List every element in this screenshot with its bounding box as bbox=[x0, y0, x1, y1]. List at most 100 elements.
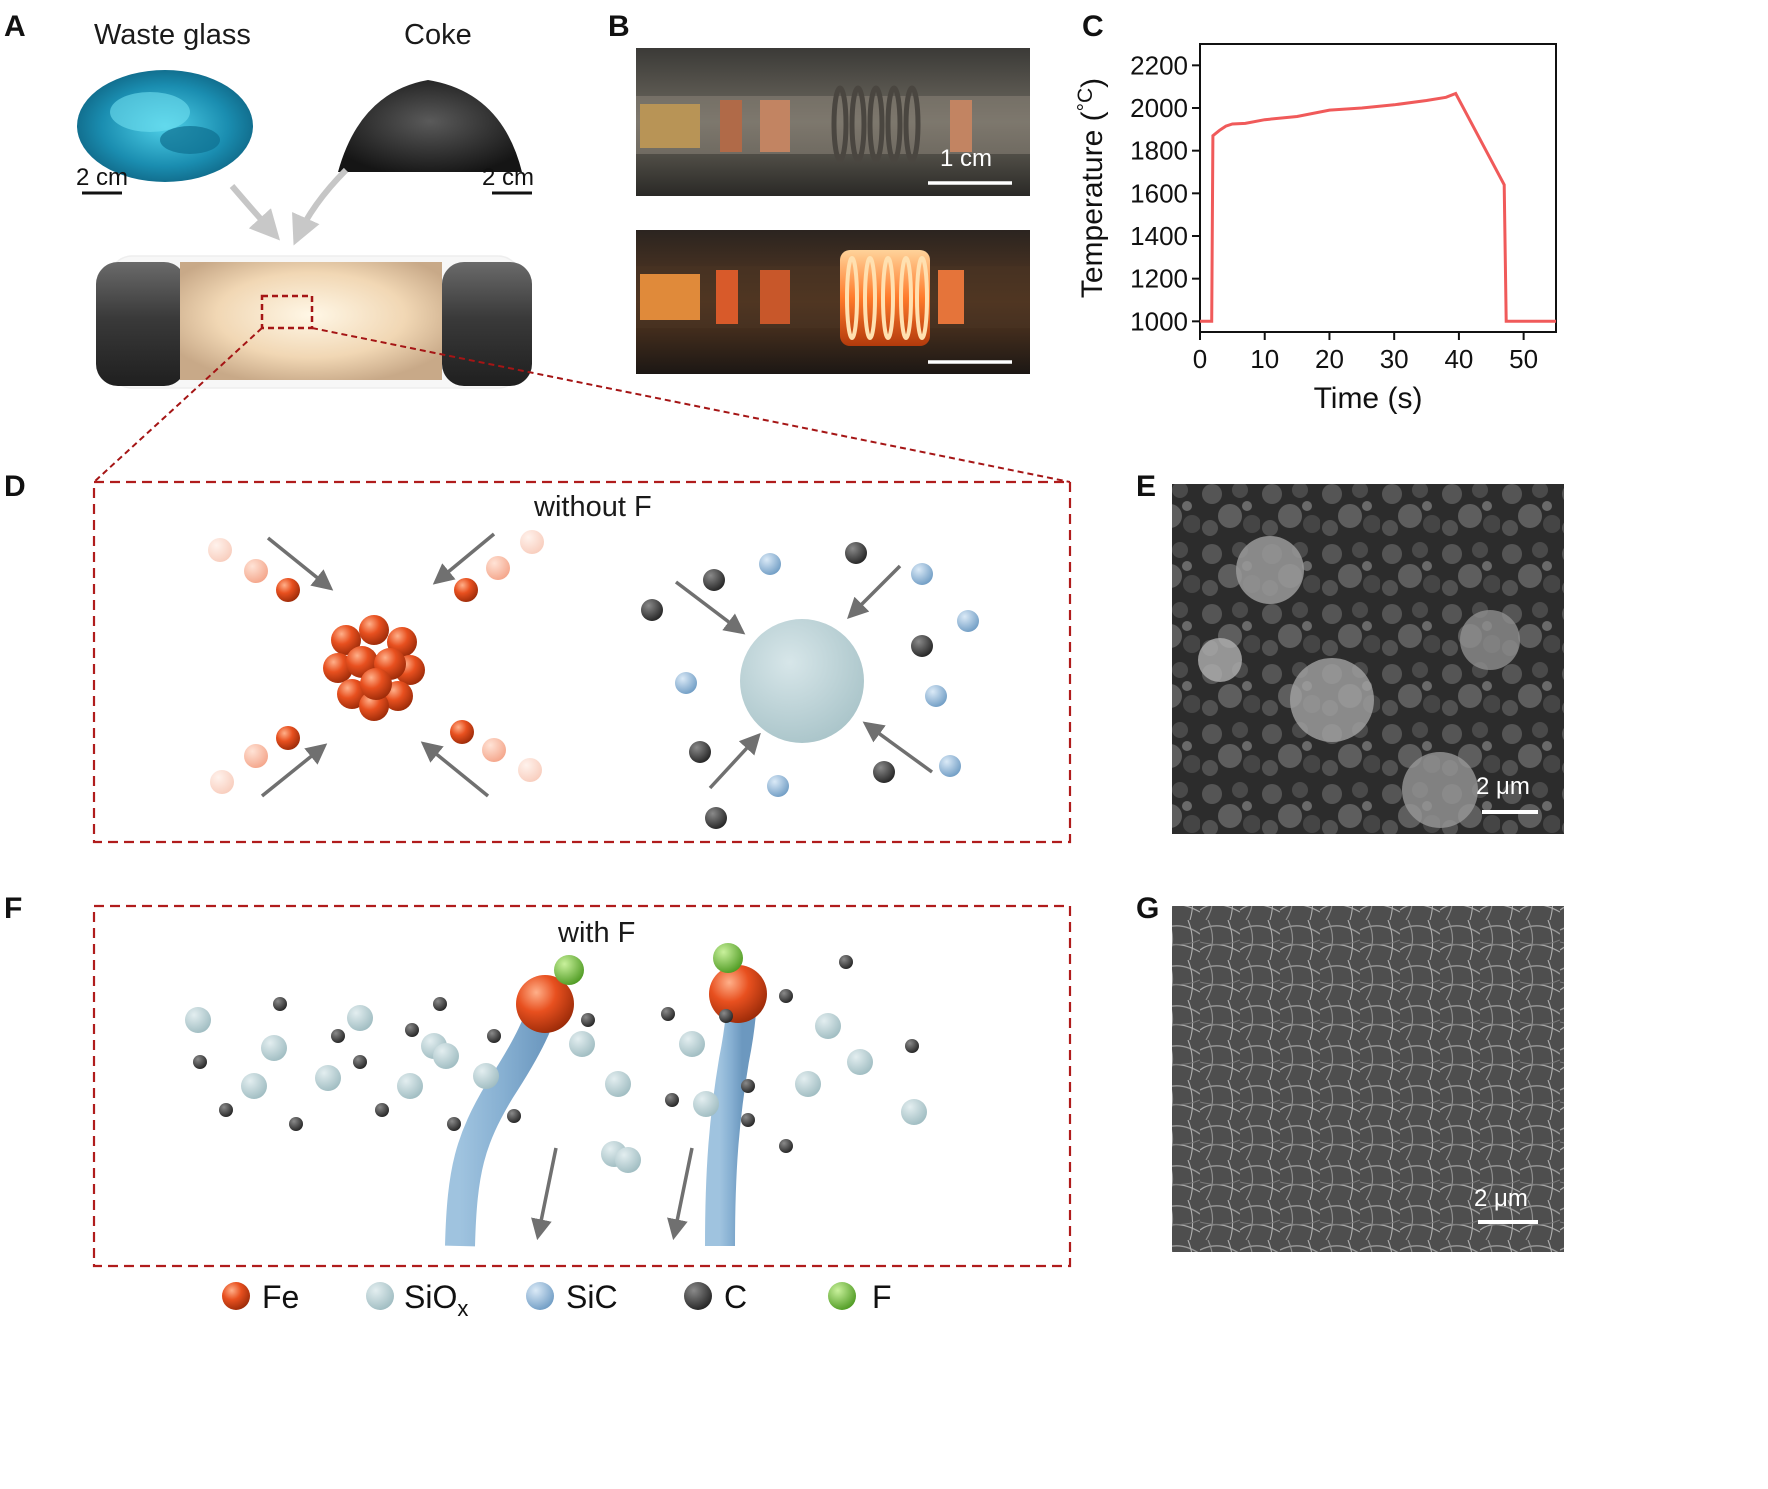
scale-label-b: 1 cm bbox=[940, 145, 992, 172]
fe-atom bbox=[276, 726, 300, 750]
legend-item-f: F bbox=[828, 1279, 892, 1315]
arrow bbox=[667, 1147, 694, 1241]
y-tick-label: 2000 bbox=[1130, 93, 1188, 123]
x-tick-label: 20 bbox=[1315, 344, 1344, 374]
svg-text:SiOx: SiOx bbox=[404, 1279, 468, 1321]
arrow bbox=[674, 580, 746, 635]
fe-atom bbox=[276, 578, 300, 602]
chart-axes-frame bbox=[1199, 43, 1557, 333]
x-tick-label: 40 bbox=[1444, 344, 1473, 374]
sem-image-g: 2 μm bbox=[1172, 906, 1564, 1252]
fe-atom bbox=[244, 559, 268, 583]
fe-catalyst bbox=[709, 965, 767, 1023]
arrow bbox=[862, 721, 934, 774]
sem-image-e: 2 μm bbox=[1172, 484, 1564, 834]
svg-text:F: F bbox=[872, 1279, 892, 1315]
fe-cluster bbox=[323, 615, 425, 721]
siox-particle bbox=[740, 619, 864, 743]
fe-atom bbox=[210, 770, 234, 794]
arrow bbox=[266, 536, 334, 591]
sic-nanowire bbox=[445, 996, 560, 1247]
panel-d-box bbox=[92, 480, 1072, 844]
svg-text:2 cm: 2 cm bbox=[76, 164, 128, 191]
fe-atom bbox=[518, 758, 542, 782]
arrow bbox=[531, 1147, 558, 1241]
sic-atom bbox=[925, 685, 947, 707]
carbon-atoms bbox=[193, 955, 919, 1153]
legend: Fe SiOx SiC C F bbox=[222, 1279, 892, 1321]
c-atom bbox=[873, 761, 895, 783]
scale-bar-a-right: 2 cm bbox=[482, 164, 534, 195]
fe-atom bbox=[520, 530, 544, 554]
fe-atom bbox=[450, 720, 474, 744]
reaction-tube bbox=[96, 255, 532, 389]
x-tick-label: 50 bbox=[1509, 344, 1538, 374]
c-atom bbox=[845, 542, 867, 564]
c-atom bbox=[705, 807, 727, 829]
sic-atom bbox=[939, 755, 961, 777]
scale-bar-a-left: 2 cm bbox=[76, 164, 128, 195]
fe-atom bbox=[482, 738, 506, 762]
arrow bbox=[847, 564, 902, 619]
sic-atom bbox=[675, 672, 697, 694]
fe-catalyst bbox=[516, 975, 574, 1033]
legend-item-sic: SiC bbox=[526, 1279, 618, 1315]
temperature-series-line bbox=[1200, 91, 1556, 323]
f-atom bbox=[713, 943, 743, 973]
sic-atom bbox=[911, 563, 933, 585]
sic-atom bbox=[957, 610, 979, 632]
arrow bbox=[260, 743, 328, 798]
c-atom bbox=[641, 599, 663, 621]
waste-glass-label: Waste glass bbox=[94, 19, 251, 51]
x-tick-label: 30 bbox=[1380, 344, 1409, 374]
svg-text:2 cm: 2 cm bbox=[482, 164, 534, 191]
sic-atom bbox=[759, 553, 781, 575]
sic-swatch bbox=[526, 1282, 554, 1310]
photo-b-top: 1 cm bbox=[636, 48, 1030, 196]
fe-cluster-scene bbox=[208, 530, 544, 798]
temperature-chart: 0 10 20 30 40 501000120014001600180020002200 … bbox=[1074, 43, 1557, 415]
c-atom bbox=[703, 569, 725, 591]
panel-label-d: D bbox=[4, 470, 26, 503]
panel-label-c: C bbox=[1082, 10, 1104, 43]
panel-label-b: B bbox=[608, 10, 630, 43]
coke-label: Coke bbox=[404, 19, 472, 51]
siox-particles bbox=[185, 1005, 927, 1173]
waste-glass-photo bbox=[72, 62, 253, 200]
y-tick-label: 1000 bbox=[1130, 306, 1188, 336]
sic-atom bbox=[767, 775, 789, 797]
panel-f-box bbox=[92, 904, 1072, 1268]
without-f-caption: without F bbox=[533, 491, 652, 523]
zoom-lines bbox=[93, 327, 1071, 483]
y-tick-label: 2200 bbox=[1130, 50, 1188, 80]
fe-atom bbox=[244, 744, 268, 768]
y-axis-label: Temperature (°C) bbox=[1074, 78, 1109, 298]
fe-atom bbox=[486, 556, 510, 580]
siox-sphere-scene bbox=[641, 542, 979, 829]
nanowire-growth-scene bbox=[185, 943, 927, 1247]
fe-atom bbox=[454, 578, 478, 602]
with-f-caption: with F bbox=[557, 917, 635, 949]
y-tick-label: 1800 bbox=[1130, 136, 1188, 166]
x-axis-label: Time (s) bbox=[1314, 382, 1423, 415]
mixing-arrows bbox=[229, 167, 349, 246]
fe-swatch bbox=[222, 1282, 250, 1310]
c-swatch bbox=[684, 1282, 712, 1310]
scale-label-g: 2 μm bbox=[1474, 1185, 1528, 1212]
svg-text:Fe: Fe bbox=[262, 1279, 299, 1315]
arrow bbox=[420, 741, 490, 798]
f-atom bbox=[554, 955, 584, 985]
siox-swatch bbox=[366, 1282, 394, 1310]
coke-photo bbox=[338, 80, 522, 172]
panel-label-a: A bbox=[4, 10, 26, 43]
legend-item-fe: Fe bbox=[222, 1279, 299, 1315]
f-swatch bbox=[828, 1282, 856, 1310]
legend-item-siox: SiOx bbox=[366, 1279, 468, 1321]
svg-text:C: C bbox=[724, 1279, 747, 1315]
panel-label-f: F bbox=[4, 892, 22, 925]
photo-b-bottom bbox=[636, 230, 1030, 374]
panel-label-g: G bbox=[1136, 892, 1159, 925]
panel-label-e: E bbox=[1136, 470, 1156, 503]
c-atom bbox=[911, 635, 933, 657]
